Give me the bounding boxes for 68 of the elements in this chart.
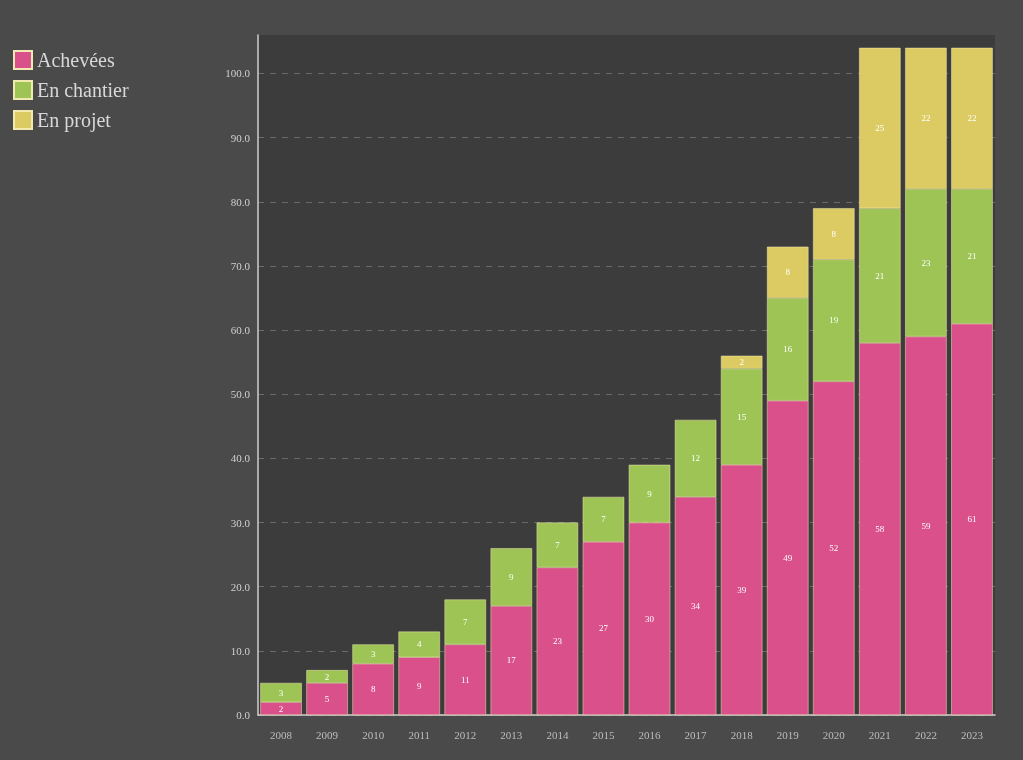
y-tick-label: 40.0	[230, 452, 251, 465]
data-label: 11	[460, 674, 470, 685]
y-tick-label: 20.0	[230, 580, 251, 593]
legend-label: En projet	[37, 109, 112, 132]
data-label: 2	[739, 357, 744, 368]
x-tick-label: 2015	[592, 728, 615, 741]
data-label: 21	[967, 251, 977, 262]
y-tick-label: 0.0	[236, 709, 251, 721]
data-label: 22	[967, 113, 977, 124]
x-tick-label: 2016	[638, 728, 662, 741]
x-tick-label: 2021	[868, 728, 891, 741]
data-label: 23	[552, 636, 563, 647]
data-label: 22	[921, 113, 931, 124]
data-label: 12	[691, 453, 701, 464]
x-tick-label: 2023	[960, 728, 984, 741]
x-tick-label: 2012	[454, 728, 477, 741]
x-tick-label: 2014	[546, 728, 569, 741]
y-tick-label: 10.0	[230, 644, 251, 657]
data-label: 3	[278, 687, 284, 698]
data-label: 23	[921, 257, 931, 268]
x-tick-label: 2011	[408, 728, 431, 741]
data-label: 49	[783, 552, 793, 563]
y-tick-label: 50.0	[230, 388, 251, 401]
data-label: 7	[601, 514, 607, 525]
data-label: 61	[967, 514, 977, 525]
data-label: 4	[416, 639, 422, 650]
y-tick-label: 70.0	[230, 259, 251, 272]
data-label: 15	[737, 411, 747, 422]
data-label: 8	[370, 684, 376, 695]
x-tick-label: 2010	[362, 728, 385, 741]
y-tick-label: 60.0	[230, 324, 251, 337]
data-label: 3	[370, 649, 376, 660]
data-label: 7	[555, 540, 561, 550]
data-label: 2	[324, 671, 330, 682]
data-label: 7	[463, 616, 469, 627]
x-tick-label: 2009	[316, 728, 339, 741]
data-label: 8	[785, 267, 791, 278]
y-tick-label: 90.0	[230, 131, 251, 144]
data-label: 39	[737, 584, 747, 595]
data-label: 52	[829, 543, 839, 554]
data-label: 16	[783, 344, 793, 355]
data-label: 34	[691, 600, 701, 611]
x-tick-label: 2017	[684, 728, 708, 741]
data-label: 8	[831, 228, 837, 239]
data-label: 27	[598, 623, 609, 634]
x-tick-label: 2020	[822, 728, 846, 741]
legend-label: Achevées	[37, 49, 115, 71]
x-tick-label: 2013	[500, 728, 523, 741]
data-label: 9	[647, 488, 653, 499]
y-tick-label: 30.0	[230, 516, 251, 529]
x-tick-label: 2018	[730, 728, 754, 741]
data-label: 2	[278, 703, 284, 714]
y-tick-label: 80.0	[230, 195, 251, 208]
data-label: 5	[324, 693, 330, 704]
data-label: 9	[416, 681, 422, 692]
y-tick-label: 100.0	[225, 67, 251, 80]
data-label: 58	[875, 523, 885, 534]
x-tick-label: 2022	[914, 728, 937, 741]
data-label: 21	[875, 270, 885, 281]
data-label: 17	[506, 655, 517, 666]
legend-label: En chantier	[37, 79, 129, 101]
x-tick-label: 2008	[270, 728, 293, 741]
data-label: 25	[875, 123, 885, 134]
data-label: 19	[829, 315, 839, 326]
x-tick-label: 2019	[776, 728, 800, 741]
data-label: 59	[921, 520, 931, 531]
data-label: 9	[509, 572, 515, 583]
data-label: 30	[645, 613, 655, 624]
